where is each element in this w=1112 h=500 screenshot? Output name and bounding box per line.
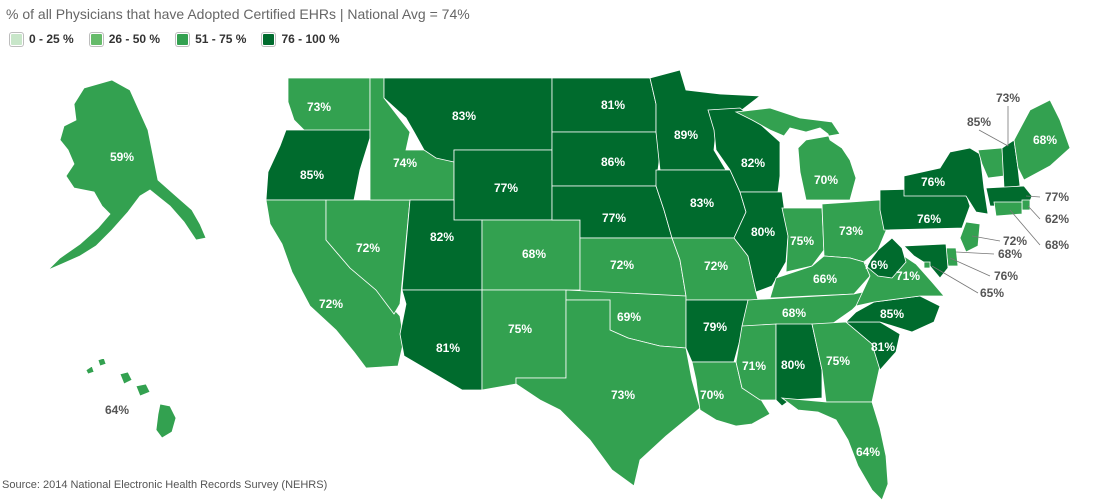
state-label-nc: 85% — [880, 307, 904, 321]
state-label-ia: 83% — [690, 196, 714, 210]
state-label-fl: 64% — [856, 445, 880, 459]
state-label-nj: 72% — [1003, 234, 1027, 248]
state-label-tn: 68% — [782, 306, 806, 320]
state-label-oh: 73% — [839, 224, 863, 238]
state-label-nd: 81% — [601, 98, 625, 112]
state-label-mi: 70% — [814, 173, 838, 187]
state-label-ca: 72% — [319, 297, 343, 311]
source-note: Source: 2014 National Electronic Health … — [2, 479, 328, 491]
legend-label-51-75: 51 - 75 % — [195, 32, 247, 46]
state-label-il: 80% — [751, 225, 775, 239]
state-label-az: 81% — [436, 341, 460, 355]
state-wv[interactable] — [865, 237, 907, 279]
state-label-hi: 64% — [105, 403, 129, 417]
state-or[interactable] — [265, 129, 371, 201]
state-label-pa: 76% — [917, 212, 941, 226]
state-label-wa: 73% — [307, 100, 331, 114]
callout-line-nh — [978, 129, 1009, 147]
state-label-dc: 65% — [980, 286, 1004, 300]
state-label-nv: 72% — [356, 241, 380, 255]
state-az[interactable] — [399, 289, 483, 391]
state-label-id: 74% — [393, 156, 417, 170]
state-label-md: 76% — [994, 269, 1018, 283]
callout-leader-lines — [931, 106, 1041, 294]
state-nj[interactable] — [959, 221, 981, 253]
legend-label-76-100: 76 - 100 % — [281, 32, 340, 46]
state-label-wv: 76% — [864, 258, 888, 272]
legend-swatch-0-25 — [10, 32, 23, 46]
state-label-ct: 68% — [1045, 238, 1069, 252]
state-label-al: 80% — [781, 358, 805, 372]
state-label-mn: 89% — [674, 128, 698, 142]
state-label-me: 68% — [1033, 133, 1057, 147]
state-ny[interactable] — [903, 147, 989, 215]
state-vt[interactable] — [977, 147, 1005, 179]
legend-label-0-25: 0 - 25 % — [29, 32, 74, 46]
state-tx[interactable] — [515, 299, 701, 487]
callout-line-dc — [931, 265, 979, 294]
callout-line-ma — [1025, 195, 1041, 198]
legend-item-26-50[interactable]: 26 - 50 % — [89, 32, 161, 46]
state-dc[interactable] — [923, 261, 931, 269]
callout-line-ri — [1027, 205, 1041, 220]
state-label-co: 68% — [522, 247, 546, 261]
state-label-tx: 73% — [611, 388, 635, 402]
map-title: % of all Physicians that have Adopted Ce… — [6, 6, 470, 22]
state-label-de: 68% — [998, 247, 1022, 261]
legend-swatch-26-50 — [89, 32, 103, 46]
state-mi[interactable] — [734, 107, 857, 201]
state-label-ok: 69% — [617, 310, 641, 324]
legend-swatch-76-100 — [262, 32, 276, 46]
state-label-la: 70% — [700, 388, 724, 402]
state-label-nh: 85% — [967, 115, 991, 129]
legend-item-76-100[interactable]: 76 - 100 % — [262, 32, 340, 46]
state-label-ks: 72% — [610, 258, 634, 272]
state-label-mt: 83% — [452, 109, 476, 123]
callout-line-de — [955, 251, 995, 255]
state-label-ga: 75% — [826, 354, 850, 368]
callout-line-md — [949, 257, 991, 277]
state-ct[interactable] — [993, 201, 1023, 217]
state-label-sc: 81% — [871, 340, 895, 354]
callout-line-ct — [1009, 209, 1041, 246]
state-hi[interactable] — [85, 357, 177, 439]
state-label-ms: 71% — [742, 359, 766, 373]
state-fl[interactable] — [780, 397, 889, 500]
state-label-ne: 77% — [602, 211, 626, 225]
state-label-nm: 75% — [508, 322, 532, 336]
state-label-in: 75% — [790, 234, 814, 248]
state-label-sd: 86% — [601, 155, 625, 169]
state-label-ar: 79% — [703, 320, 727, 334]
legend-label-26-50: 26 - 50 % — [108, 32, 161, 46]
state-label-mo: 72% — [704, 259, 728, 273]
state-value-labels: 59% 64% 73% 85% 72% 72% 74% 83% 77% 82% 81% 68% 75% 8… — [105, 91, 1069, 459]
state-ak[interactable] — [47, 79, 207, 271]
state-label-ut: 82% — [430, 230, 454, 244]
legend: 0 - 25 % 26 - 50 % 51 - 75 % 76 - 100 % — [10, 32, 340, 46]
state-label-ak: 59% — [110, 150, 134, 164]
state-me[interactable] — [1013, 99, 1071, 181]
state-ri[interactable] — [1021, 199, 1031, 211]
callout-line-nj — [971, 235, 1001, 242]
state-label-vt: 73% — [996, 91, 1020, 105]
state-label-wi: 82% — [741, 156, 765, 170]
state-label-ky: 66% — [813, 272, 837, 286]
legend-item-51-75[interactable]: 51 - 75 % — [176, 32, 246, 46]
state-md[interactable] — [903, 243, 949, 279]
state-label-ri: 62% — [1045, 212, 1069, 226]
state-shapes — [47, 69, 1071, 500]
legend-swatch-51-75 — [176, 32, 190, 46]
state-label-or: 85% — [300, 168, 324, 182]
legend-item-0-25[interactable]: 0 - 25 % — [10, 32, 74, 46]
state-label-ny: 76% — [921, 175, 945, 189]
state-nm[interactable] — [481, 289, 567, 391]
state-label-wy: 77% — [494, 181, 518, 195]
state-label-ma: 77% — [1045, 190, 1069, 204]
state-label-va: 71% — [896, 269, 920, 283]
